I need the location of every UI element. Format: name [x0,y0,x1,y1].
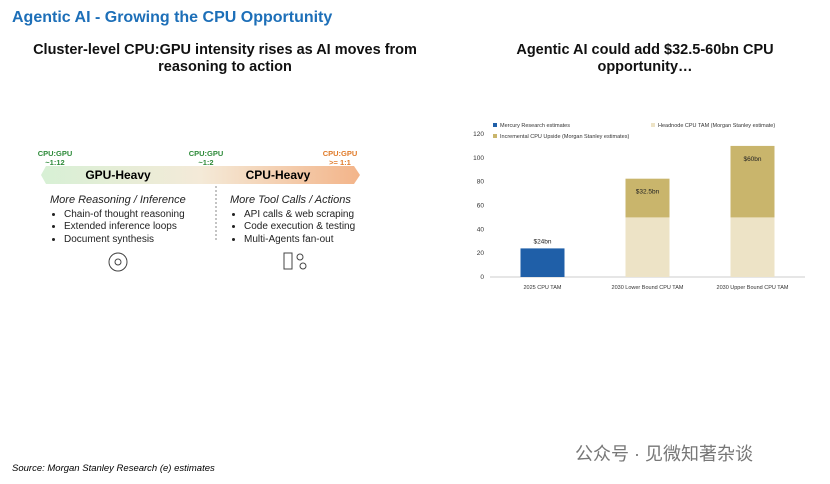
column-heading: More Tool Calls / Actions [230,194,351,206]
ratio-label: CPU:GPU [37,149,73,158]
item: Extended inference loops [64,221,215,234]
item: API calls & web scraping [244,209,395,222]
slide-title: Agentic AI - Growing the CPU Opportunity [12,9,333,26]
ratio-value: >= 1:1 [329,158,351,167]
y-tick-label: 100 [473,155,484,162]
ratio-value: ~1:2 [198,158,214,167]
tools-icon [283,252,307,270]
x-tick-label: 2030 Upper Bound CPU TAM [717,285,789,291]
right-title: Agentic AI could add $32.5-60bn CPU oppo… [516,42,774,75]
watermark: 公众号 · 见微知著杂谈 [575,444,753,464]
legend-swatch [493,134,497,138]
left-title: Cluster-level CPU:GPU intensity rises as… [33,42,417,75]
value-label: $24bn [533,238,551,245]
value-label: $60bn [743,156,761,163]
column: More Tool Calls / Actions API calls & web… [230,194,395,246]
bar-segment [730,217,775,277]
x-tick-label: 2030 Lower Bound CPU TAM [612,285,684,291]
ratio-label: CPU:GPU [188,149,224,158]
legend-swatch [651,123,655,127]
brain-icon [108,252,128,272]
legend-label: Incremental CPU Upside (Morgan Stanley e… [500,134,629,140]
ratio-label: CPU:GPU [322,149,358,158]
legend-label: Headnode CPU TAM (Morgan Stanley estimat… [658,123,775,129]
bar-segment [625,178,670,218]
x-tick-label: 2025 CPU TAM [523,285,561,291]
y-tick-label: 80 [477,179,485,186]
ratio: CPU:GPU ~1:2 [181,149,231,167]
source: Source: Morgan Stanley Research (e) esti… [12,463,215,474]
legend-swatch [493,123,497,127]
y-tick-label: 40 [477,226,485,233]
item: Multi-Agents fan-out [244,234,395,247]
item: Chain-of thought reasoning [64,209,215,222]
item: Code execution & testing [244,221,395,234]
y-tick-label: 60 [477,203,485,210]
ratio-value: ~1:12 [45,158,65,167]
segment-label: CPU-Heavy [246,168,311,182]
column-heading: More Reasoning / Inference [50,194,186,206]
y-tick-label: 0 [480,274,484,281]
item: Document synthesis [64,234,215,247]
chart: 0 20 40 60 80 100 120 Mercury Research estimate… [473,123,805,291]
ratio: CPU:GPU ~1:12 [30,149,80,167]
y-tick-label: 120 [473,131,484,138]
y-tick-label: 20 [477,250,485,257]
legend-label: Mercury Research estimates [500,123,570,129]
bar-segment [520,248,565,277]
value-label: $32.5bn [636,189,660,196]
bar-segment [625,217,670,277]
spectrum-arrow [41,166,360,184]
column: More Reasoning / Inference Chain-of thoug… [50,194,215,246]
ratio: CPU:GPU >= 1:1 [315,149,365,167]
bar-segment [730,145,775,218]
segment-label: GPU-Heavy [85,168,151,182]
